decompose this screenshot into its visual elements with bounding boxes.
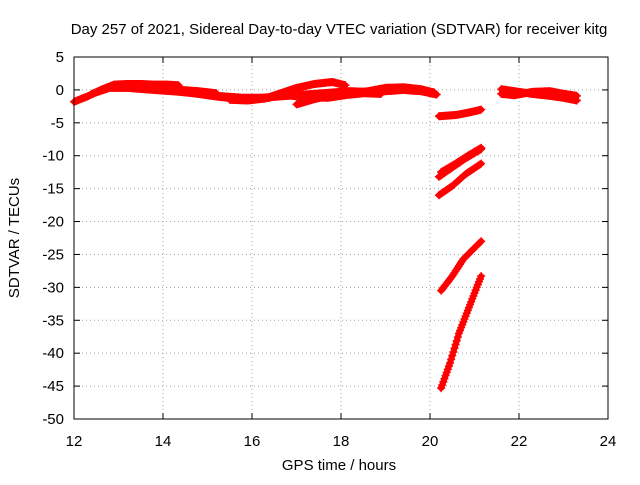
- x-tick-label: 22: [511, 433, 528, 450]
- plot-frame: [73, 56, 609, 420]
- chart-title: Day 257 of 2021, Sidereal Day-to-day VTE…: [71, 21, 608, 38]
- data-point: [430, 88, 439, 97]
- y-axis-label: SDTVAR / TECUs: [6, 178, 23, 298]
- data-point: [452, 336, 461, 345]
- data-point: [450, 344, 459, 353]
- x-tick-label: 12: [66, 433, 83, 450]
- data-point: [477, 143, 486, 152]
- y-tick-label: -50: [42, 411, 64, 428]
- x-tick-label: 14: [155, 433, 172, 450]
- data-point: [476, 238, 485, 247]
- x-axis-label: GPS time / hours: [282, 457, 396, 474]
- x-tick-label: 20: [422, 433, 439, 450]
- data-point: [449, 347, 458, 356]
- y-tick-label: -20: [42, 214, 64, 231]
- y-tick-label: 0: [56, 82, 64, 99]
- y-tick-label: -5: [51, 115, 64, 132]
- data-point: [476, 160, 485, 169]
- tick-labels: 12 14 16 18 20 22 24 5 0 -5 -10 -15 -20 -25 -30 -35 -40 -…: [42, 49, 616, 450]
- data-point: [446, 359, 455, 368]
- data-point: [453, 333, 462, 342]
- data-point: [447, 355, 456, 364]
- y-tick-label: 5: [56, 49, 64, 66]
- data-point: [477, 237, 486, 246]
- y-tick-label: -45: [42, 378, 64, 395]
- y-tick-label: -35: [42, 312, 64, 329]
- x-tick-label: 24: [600, 433, 617, 450]
- grid-lines: [74, 57, 608, 419]
- y-tick-label: -15: [42, 181, 64, 198]
- x-tick-label: 18: [333, 433, 350, 450]
- data-point: [477, 105, 486, 114]
- data-points: [70, 78, 581, 393]
- y-tick-label: -25: [42, 246, 64, 263]
- y-tick-label: -30: [42, 279, 64, 296]
- data-point: [477, 159, 486, 168]
- data-point: [448, 351, 457, 360]
- data-point: [341, 81, 350, 90]
- data-point: [377, 89, 386, 98]
- y-tick-label: -40: [42, 345, 64, 362]
- x-tick-label: 16: [244, 433, 261, 450]
- data-point: [572, 91, 581, 100]
- y-tick-label: -10: [42, 148, 64, 165]
- data-point: [477, 272, 486, 281]
- data-point: [451, 340, 460, 349]
